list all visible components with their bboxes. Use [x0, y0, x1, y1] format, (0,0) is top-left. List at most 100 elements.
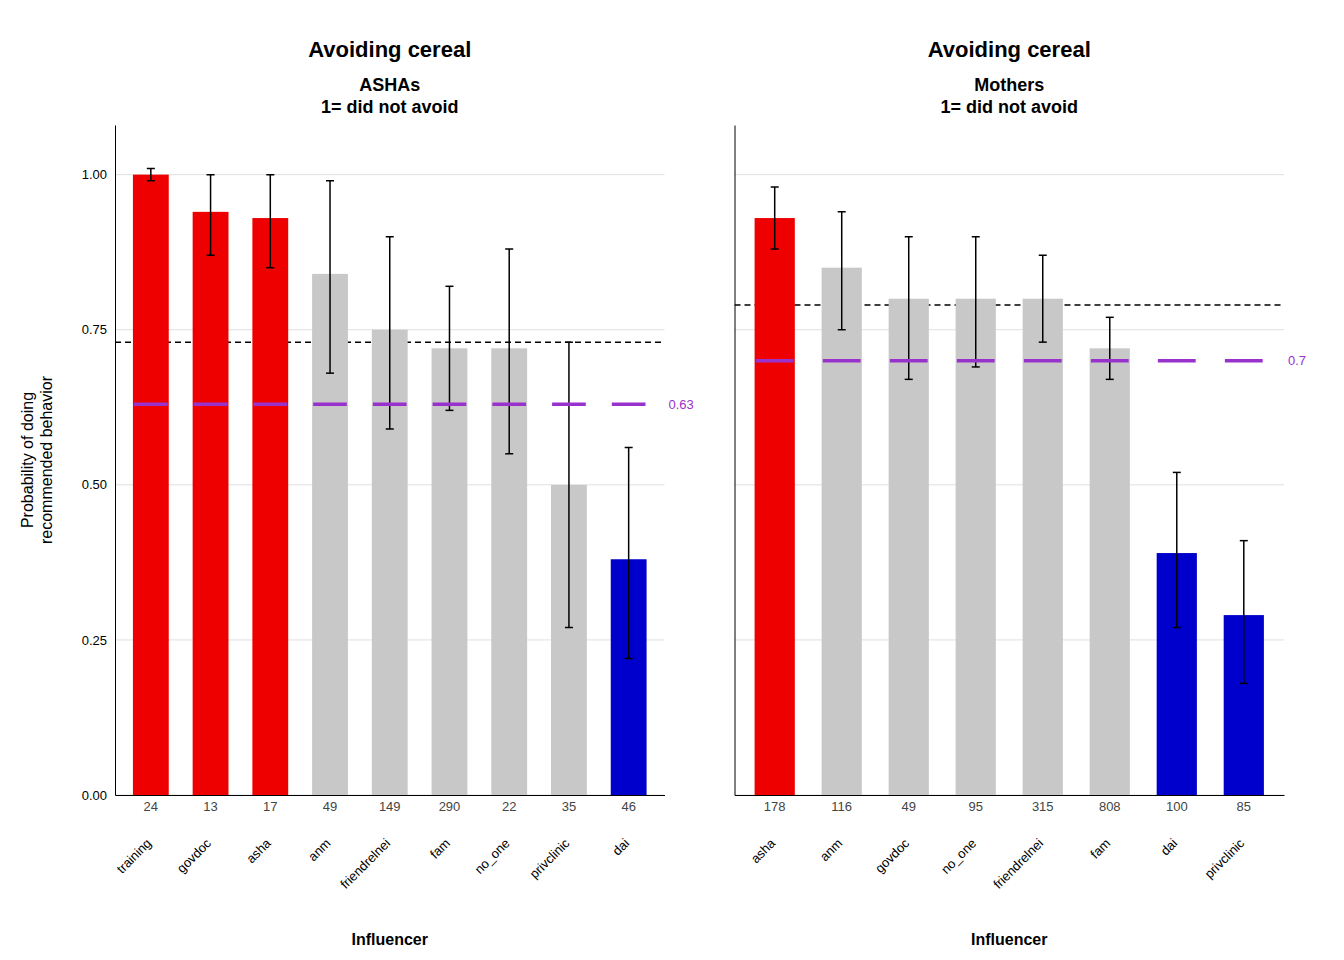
- x-tick-label: privclinic: [1201, 835, 1247, 881]
- error-bar: [1240, 541, 1248, 684]
- grid-line: [735, 639, 1285, 640]
- bar: [133, 175, 169, 795]
- x-tick-label: fam: [427, 836, 453, 862]
- error-bar-stem: [210, 175, 212, 256]
- error-bar-cap: [1240, 683, 1248, 685]
- error-bar-cap: [838, 211, 846, 213]
- error-bar-cap: [147, 180, 155, 182]
- x-axis-title: Influencer: [352, 931, 428, 948]
- subtitle-line: 1= did not avoid: [940, 97, 1078, 117]
- bar: [193, 212, 229, 795]
- y-axis-line: [735, 126, 736, 796]
- n-label: 116: [831, 799, 852, 814]
- n-label: 149: [379, 799, 401, 814]
- error-bar: [972, 237, 980, 367]
- error-bar: [565, 342, 573, 627]
- x-tick-label: dai: [609, 835, 632, 858]
- x-tick-label: privclinic: [527, 835, 573, 881]
- n-label: 290: [439, 799, 461, 814]
- n-label: 17: [263, 799, 277, 814]
- error-bar-stem: [568, 342, 570, 627]
- grid-line: [735, 484, 1285, 485]
- y-tick-label: 1.00: [82, 167, 107, 182]
- error-bar-cap: [1106, 379, 1114, 381]
- error-bar-cap: [207, 255, 215, 257]
- n-label: 315: [1032, 799, 1054, 814]
- title: Avoiding cereal: [308, 37, 471, 62]
- error-bar-cap: [326, 180, 334, 182]
- title: Avoiding cereal: [928, 37, 1091, 62]
- x-tick-label: training: [114, 836, 155, 877]
- grid: [115, 175, 665, 795]
- error-bar: [1039, 255, 1047, 342]
- error-bar-cap: [386, 236, 394, 238]
- error-bar: [147, 168, 155, 180]
- subtitle-line: ASHAs: [359, 75, 420, 95]
- y-tick: 0.75: [82, 322, 115, 337]
- reference-segment: [552, 402, 586, 406]
- error-bar: [1106, 317, 1114, 379]
- reference-segment: [756, 359, 794, 363]
- error-bar: [207, 175, 215, 256]
- reference-segment: [823, 359, 861, 363]
- error-bar: [1173, 472, 1181, 627]
- error-bar-stem: [841, 212, 843, 330]
- error-bar-cap: [147, 168, 155, 170]
- error-bar-stem: [774, 187, 776, 249]
- error-bar-cap: [972, 236, 980, 238]
- plot-area: [115, 168, 665, 795]
- error-bar-cap: [972, 366, 980, 368]
- error-bar: [266, 175, 274, 268]
- y-tick-label: 0.50: [82, 477, 107, 492]
- error-bar-cap: [445, 410, 453, 412]
- error-bar-cap: [445, 286, 453, 288]
- y-tick-label: 0.75: [82, 322, 107, 337]
- reference-segment: [253, 402, 287, 406]
- y-axis: 0.00 0.25 0.50 0.75 1.00: [82, 126, 116, 803]
- x-tick-label: asha: [243, 835, 274, 866]
- y-axis-line: [115, 126, 116, 796]
- error-bar-stem: [1243, 541, 1245, 684]
- error-bar: [505, 249, 513, 454]
- error-bar-cap: [905, 236, 913, 238]
- reference-segment: [1225, 359, 1263, 363]
- reference-segment: [612, 402, 646, 406]
- n-label: 46: [621, 799, 635, 814]
- reference-label: 0.7: [1288, 353, 1306, 368]
- grid-line: [115, 174, 665, 175]
- x-tick-label: asha: [748, 835, 779, 866]
- y-tick-label: 0.25: [82, 633, 107, 648]
- error-bar-stem: [1176, 472, 1178, 627]
- chart: 0.630.000.250.500.751.00traininggovdocas…: [0, 0, 1344, 960]
- error-bar-stem: [975, 237, 977, 367]
- error-bar-cap: [505, 248, 513, 250]
- grid-line: [735, 174, 1285, 175]
- error-bar-cap: [771, 186, 779, 188]
- n-label: 49: [901, 799, 915, 814]
- error-bar-cap: [386, 428, 394, 430]
- error-bar-cap: [1173, 472, 1181, 474]
- error-bar: [625, 448, 633, 659]
- n-label: 22: [502, 799, 516, 814]
- error-bar-cap: [266, 174, 274, 176]
- error-bar-cap: [1039, 255, 1047, 257]
- x-tick-label: friendrelnei: [990, 836, 1046, 892]
- y-tick: 0.00: [82, 788, 115, 803]
- error-bar-cap: [771, 248, 779, 250]
- x-tick-label: anm: [817, 836, 845, 864]
- error-bar-stem: [908, 237, 910, 380]
- y-axis: [734, 126, 736, 796]
- grid: [735, 175, 1285, 795]
- error-bar-cap: [1173, 627, 1181, 629]
- reference-label: 0.63: [669, 397, 694, 412]
- bar: [956, 299, 996, 795]
- x-tick-label: no_one: [938, 836, 979, 877]
- n-label: 178: [764, 799, 786, 814]
- error-bar-stem: [270, 175, 272, 268]
- plot-area: [735, 187, 1285, 795]
- x-axis-line: [735, 795, 1285, 796]
- reference-segment: [313, 402, 347, 406]
- x-tick-label: dai: [1157, 835, 1180, 858]
- reference-segment: [1091, 359, 1129, 363]
- bar: [252, 218, 288, 795]
